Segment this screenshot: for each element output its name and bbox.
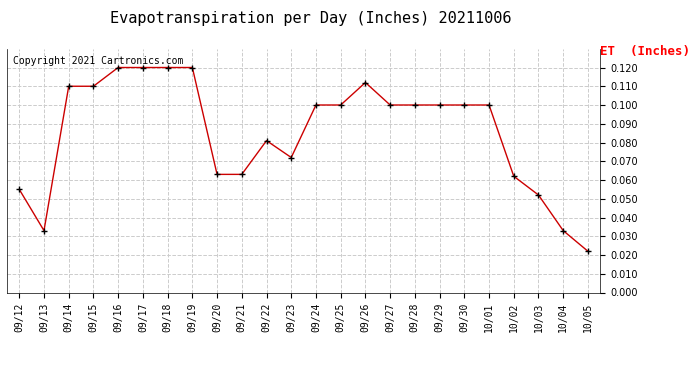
Text: Copyright 2021 Cartronics.com: Copyright 2021 Cartronics.com <box>13 56 184 66</box>
Text: ET  (Inches): ET (Inches) <box>600 45 690 58</box>
Text: Evapotranspiration per Day (Inches) 20211006: Evapotranspiration per Day (Inches) 2021… <box>110 11 511 26</box>
